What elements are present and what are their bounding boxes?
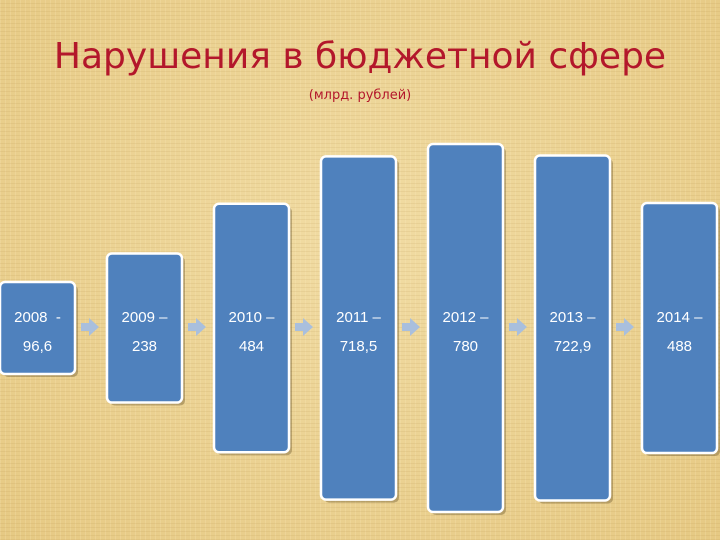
- bar-2013: [533, 154, 612, 502]
- bar-value-label: 488: [667, 338, 692, 355]
- bar-2011: [319, 155, 398, 501]
- bar-year-label: 2011 –: [336, 309, 381, 326]
- slide-title: Нарушения в бюджетной сфере: [53, 36, 667, 77]
- bar-2012: [426, 142, 505, 514]
- bar-value-label: 722,9: [554, 338, 592, 355]
- bar-year-label: 2010 –: [229, 309, 276, 326]
- bar-year-label: 2009 –: [122, 309, 169, 326]
- arrow-icon: [188, 318, 206, 336]
- bar-value-label: 484: [239, 338, 264, 355]
- arrow-icon: [402, 318, 420, 336]
- bar-group-2010: 2010 – 484: [212, 202, 292, 456]
- arrow-icon: [616, 318, 634, 336]
- bar-group-2012: 2012 – 780: [426, 142, 506, 515]
- bar-2008: [0, 280, 77, 376]
- slide-subtitle: (млрд. рублей): [308, 88, 412, 103]
- bar-group-2011: 2011 – 718,5: [319, 155, 399, 503]
- bar-group-2009: 2009 – 238: [105, 252, 185, 406]
- bar-year-label: 2014 –: [657, 309, 704, 326]
- arrow-icon: [81, 318, 99, 336]
- bar-year-label: 2008 -: [14, 309, 61, 326]
- bar-group-2013: 2013 – 722,9: [533, 154, 613, 504]
- bar-2009: [105, 252, 184, 404]
- bar-year-label: 2013 –: [550, 309, 597, 326]
- bar-2010: [212, 202, 291, 454]
- bar-value-label: 238: [132, 338, 157, 355]
- bar-year-label: 2012 –: [443, 309, 490, 326]
- bar-value-label: 96,6: [23, 338, 52, 355]
- bar-value-label: 718,5: [340, 338, 378, 355]
- arrows-layer: [81, 318, 634, 336]
- bar-group-2008: 2008 - 96,6: [0, 280, 78, 377]
- arrow-icon: [509, 318, 527, 336]
- arrow-icon: [295, 318, 313, 336]
- bar-2014: [640, 201, 719, 455]
- bar-value-label: 780: [453, 338, 478, 355]
- bar-group-2014: 2014 – 488: [640, 201, 720, 457]
